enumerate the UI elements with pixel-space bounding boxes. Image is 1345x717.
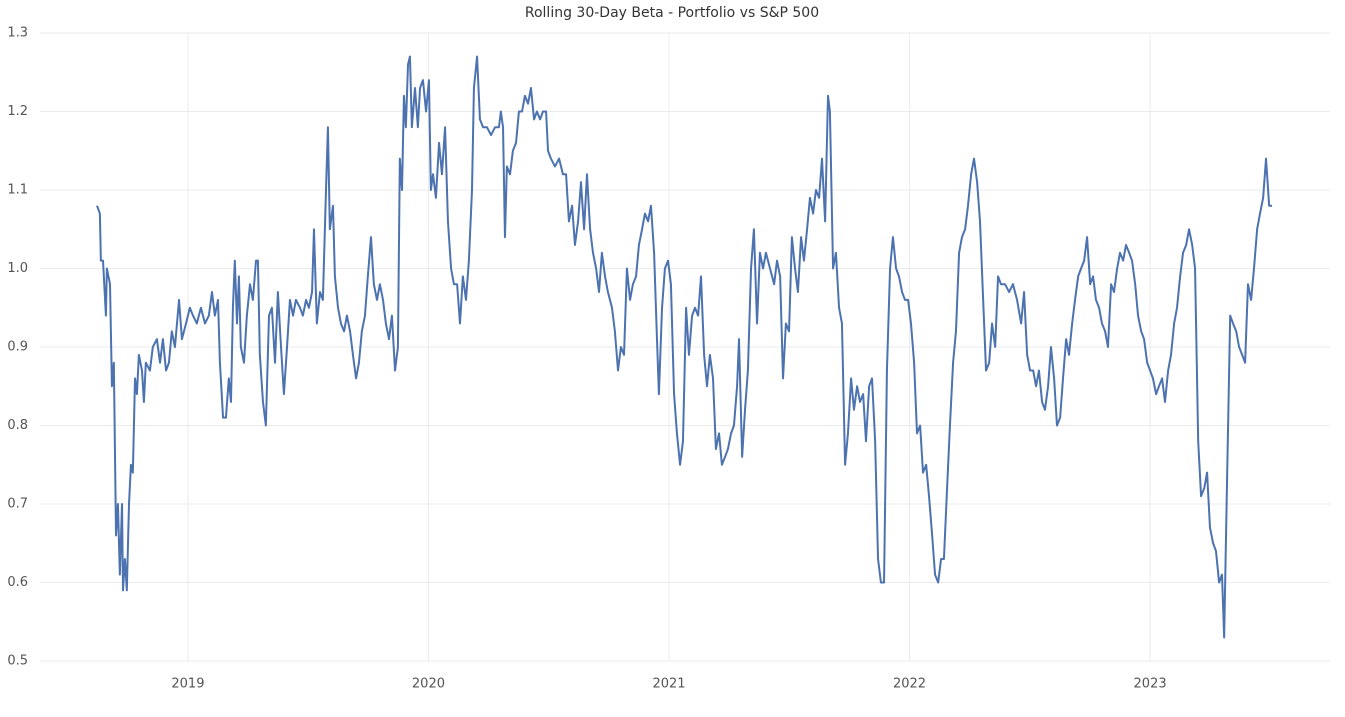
x-tick-label: 2019 [171, 677, 204, 692]
y-tick-label: 1.1 [7, 183, 28, 198]
beta-line [96, 55, 1273, 639]
y-tick-label: 1.2 [7, 104, 28, 119]
y-tick-label: 0.6 [7, 575, 28, 590]
x-tick-label: 2023 [1134, 677, 1167, 692]
y-tick-label: 0.7 [7, 497, 28, 512]
y-tick-label: 0.8 [7, 418, 28, 433]
y-tick-label: 1.0 [7, 261, 28, 276]
y-tick-label: 0.9 [7, 340, 28, 355]
y-tick-label: 1.3 [7, 26, 28, 41]
x-tick-label: 2022 [893, 677, 926, 692]
x-tick-label: 2021 [652, 677, 685, 692]
y-tick-label: 0.5 [7, 654, 28, 669]
x-tick-label: 2020 [412, 677, 445, 692]
chart-title: Rolling 30-Day Beta - Portfolio vs S&P 5… [525, 5, 819, 21]
